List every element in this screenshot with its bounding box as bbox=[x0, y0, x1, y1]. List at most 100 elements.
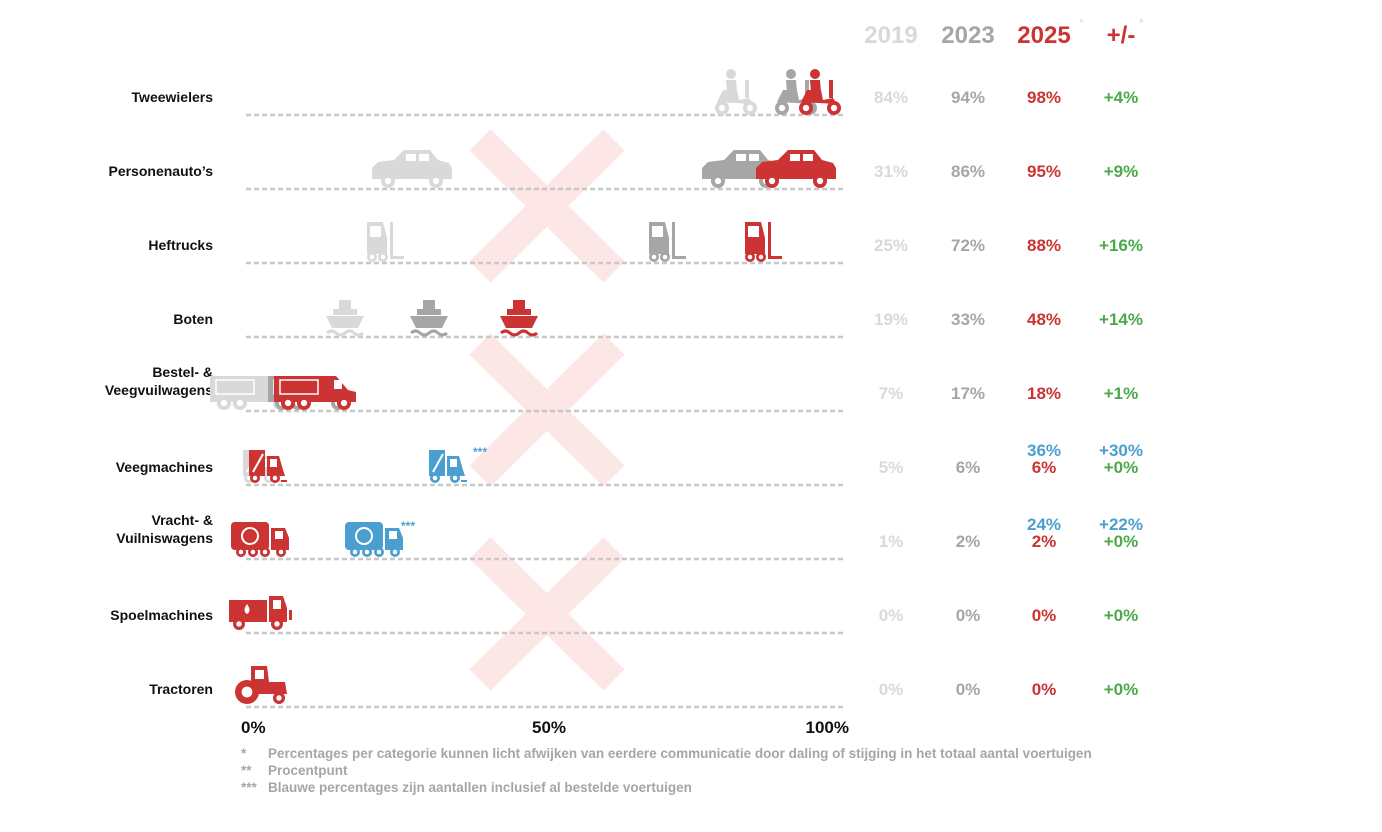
value-y2023: 2% bbox=[956, 532, 981, 551]
marker-ordered-truck-icon bbox=[345, 522, 403, 557]
column-headers: 2019 2023 2025 * +/- * bbox=[864, 16, 1144, 49]
value-y2023: 72% bbox=[951, 236, 985, 255]
value-y2023: 6% bbox=[956, 458, 981, 477]
marker-2023-scooter-icon bbox=[775, 69, 817, 115]
value-y2023: 33% bbox=[951, 310, 985, 329]
value-y2019: 19% bbox=[874, 310, 908, 329]
value-delta: +16% bbox=[1099, 236, 1143, 255]
watermark-cross bbox=[469, 129, 625, 283]
value-2025: 98% bbox=[1027, 88, 1061, 107]
marker-2025-forklift-icon bbox=[745, 222, 782, 262]
column-header: +/- bbox=[1107, 22, 1136, 49]
value-y2023: 86% bbox=[951, 162, 985, 181]
marker-2025-scooter-icon bbox=[799, 69, 841, 115]
marker-2019-forklift-icon bbox=[367, 222, 404, 262]
footnote: ** Procentpunt bbox=[241, 762, 1201, 779]
chart-row: Bestel- & Veegvuilwagens 7% 17% 18% +1% bbox=[105, 364, 1139, 413]
category-label: Veegvuilwagens bbox=[105, 382, 213, 398]
footnote: * Percentages per categorie kunnen licht … bbox=[241, 745, 1201, 762]
column-header: 2025 bbox=[1017, 22, 1070, 49]
chart-row: Tweewielers 84% 94% 98% +4% bbox=[132, 69, 1139, 117]
category-label: Vracht- & bbox=[152, 512, 213, 528]
value-2025: 0% bbox=[1032, 606, 1057, 625]
value-ordered: 36% bbox=[1027, 441, 1061, 460]
chart-row: Vracht- & Vuilniswagens *** 1% 2% 2% +0% 24% +22… bbox=[116, 512, 1143, 561]
watermark-cross bbox=[469, 537, 625, 691]
value-y2019: 0% bbox=[879, 680, 904, 699]
x-tick-label: 50% bbox=[532, 718, 566, 737]
value-2025: 0% bbox=[1032, 680, 1057, 699]
marker-2019-boat-icon bbox=[326, 300, 364, 337]
value-ordered: 24% bbox=[1027, 515, 1061, 534]
value-y2019: 5% bbox=[879, 458, 904, 477]
marker-2025-boat-icon bbox=[500, 300, 538, 337]
value-delta: +14% bbox=[1099, 310, 1143, 329]
value-2025: 48% bbox=[1027, 310, 1061, 329]
value-delta: +0% bbox=[1104, 606, 1139, 625]
value-delta: +0% bbox=[1104, 458, 1139, 477]
marker-2025-truck-icon bbox=[231, 522, 289, 557]
chart-row: Spoelmachines 0% 0% 0% +0% bbox=[110, 596, 1139, 635]
marker-2025-tractor-icon bbox=[235, 666, 287, 704]
footnote-mark: *** bbox=[241, 780, 257, 795]
marker-2025-sweeper-icon bbox=[249, 450, 287, 483]
marker-2019-scooter-icon bbox=[715, 69, 757, 115]
x-axis-ticks: 0% 50% 100% bbox=[241, 718, 849, 737]
footnote-text: Blauwe percentages zijn aantallen inclus… bbox=[268, 780, 692, 795]
category-label: Heftrucks bbox=[148, 237, 213, 253]
marker-ordered-sweeper-icon bbox=[429, 450, 467, 483]
footnote: *** Blauwe percentages zijn aantallen inc… bbox=[241, 779, 1201, 796]
value-y2019: 0% bbox=[879, 606, 904, 625]
value-delta: +9% bbox=[1104, 162, 1139, 181]
value-delta: +4% bbox=[1104, 88, 1139, 107]
footnote-text: Percentages per categorie kunnen licht a… bbox=[268, 746, 1092, 761]
marker-2025-flusher-icon bbox=[229, 596, 292, 630]
marker-2025-van-icon bbox=[274, 376, 356, 410]
value-y2019: 1% bbox=[879, 532, 904, 551]
value-y2023: 94% bbox=[951, 88, 985, 107]
column-header-marker: * bbox=[1079, 16, 1084, 30]
category-label: Vuilniswagens bbox=[116, 530, 213, 546]
footnotes: * Percentages per categorie kunnen licht … bbox=[241, 745, 1201, 796]
column-header-marker: * bbox=[1139, 16, 1144, 30]
category-label: Spoelmachines bbox=[110, 607, 213, 623]
category-label: Veegmachines bbox=[116, 459, 213, 475]
value-delta: +0% bbox=[1104, 532, 1139, 551]
value-delta: +1% bbox=[1104, 384, 1139, 403]
marker-2019-car-icon bbox=[372, 150, 452, 188]
value-2025: 2% bbox=[1032, 532, 1057, 551]
category-label: Tractoren bbox=[149, 681, 213, 697]
marker-2025-car-icon bbox=[756, 150, 836, 188]
value-y2019: 25% bbox=[874, 236, 908, 255]
chart-row: Personenauto’s 31% 86% 95% +9% bbox=[108, 150, 1139, 191]
category-label: Bestel- & bbox=[152, 364, 213, 380]
value-delta-ordered: +30% bbox=[1099, 441, 1143, 460]
value-delta-ordered: +22% bbox=[1099, 515, 1143, 534]
value-delta: +0% bbox=[1104, 680, 1139, 699]
chart-row: Boten 19% 33% 48% +14% bbox=[173, 300, 1143, 339]
column-header: 2019 bbox=[864, 22, 917, 49]
value-y2023: 17% bbox=[951, 384, 985, 403]
chart-rows: Tweewielers 84% 94% 98% +4% Personenauto’s 31%… bbox=[105, 69, 1143, 709]
chart-row: Tractoren 0% 0% 0% +0% bbox=[149, 666, 1139, 709]
value-y2023: 0% bbox=[956, 606, 981, 625]
x-tick-label: 100% bbox=[806, 718, 849, 737]
chart-row: Heftrucks 25% 72% 88% +16% bbox=[148, 222, 1143, 265]
ordered-marker: *** bbox=[473, 445, 487, 459]
chart-row: Veegmachines *** 5% 6% 6% +0% 36% +30% bbox=[116, 441, 1143, 487]
value-2025: 18% bbox=[1027, 384, 1061, 403]
value-2025: 6% bbox=[1032, 458, 1057, 477]
value-y2023: 0% bbox=[956, 680, 981, 699]
footnote-mark: ** bbox=[241, 763, 252, 778]
x-tick-label: 0% bbox=[241, 718, 266, 737]
footnote-mark: * bbox=[241, 746, 247, 761]
column-header: 2023 bbox=[941, 22, 994, 49]
value-2025: 88% bbox=[1027, 236, 1061, 255]
ordered-marker: *** bbox=[401, 519, 415, 533]
marker-2023-forklift-icon bbox=[649, 222, 686, 262]
marker-2023-boat-icon bbox=[410, 300, 448, 337]
value-y2019: 84% bbox=[874, 88, 908, 107]
category-label: Personenauto’s bbox=[108, 163, 213, 179]
category-label: Tweewielers bbox=[132, 89, 214, 105]
